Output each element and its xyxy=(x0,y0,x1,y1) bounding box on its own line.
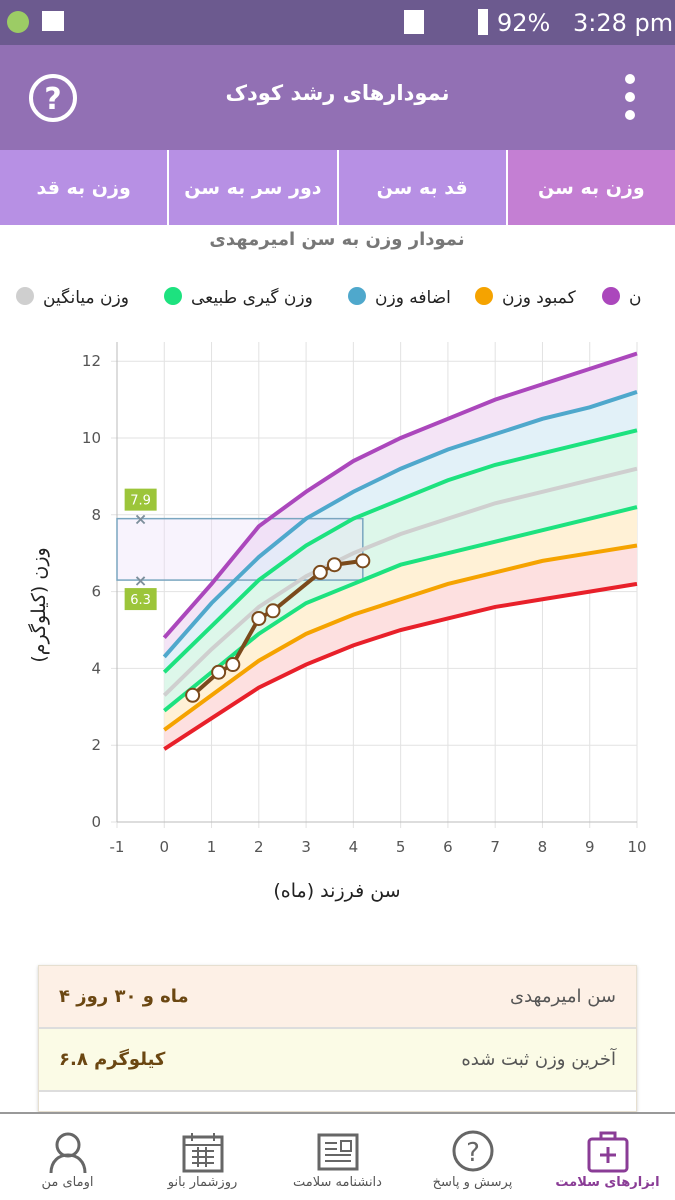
range-label: 7.9 xyxy=(130,494,151,509)
band xyxy=(164,468,638,711)
nav-item[interactable]: ابزارهای سلامت xyxy=(540,1114,675,1200)
time: 3:28 pm xyxy=(573,9,674,37)
tab[interactable]: دور سر به سن xyxy=(167,150,336,225)
legend-swatch xyxy=(602,287,620,305)
x-axis-label: سن فرزند (ماه) xyxy=(273,880,400,902)
tabs: وزن به سن قد به سن دور سر به سن وزن به ق… xyxy=(0,150,675,225)
point xyxy=(225,657,241,673)
legend-swatch xyxy=(348,287,366,305)
nav-item[interactable]: ? پرسش و پاسخ xyxy=(405,1114,540,1200)
line xyxy=(163,581,638,751)
x-tick-label: 5 xyxy=(396,838,406,856)
x-tick-label: -1 xyxy=(110,838,125,856)
y-tick-label: 2 xyxy=(91,736,101,754)
svg-text:?: ? xyxy=(44,82,61,117)
menu-button[interactable] xyxy=(620,73,640,123)
band xyxy=(164,353,638,657)
tab[interactable]: قد به سن xyxy=(336,150,506,225)
y-tick-label: 6 xyxy=(91,583,101,601)
line xyxy=(163,543,638,732)
info-label: آخرین وزن ثبت شده xyxy=(461,1049,616,1070)
tab[interactable]: وزن به سن xyxy=(505,150,675,225)
app-bar: ? نمودارهای رشد کودک xyxy=(0,45,675,150)
line xyxy=(162,466,638,697)
x-tick-label: 10 xyxy=(627,838,646,856)
band xyxy=(164,391,638,673)
battery: 92% xyxy=(497,9,551,37)
x-tick-label: 2 xyxy=(254,838,264,856)
nav-label: اومای من xyxy=(41,1175,94,1190)
help-button[interactable]: ? xyxy=(23,68,83,128)
x-tick-label: 3 xyxy=(301,838,311,856)
x-tick-label: 4 xyxy=(349,838,359,856)
y-tick-label: 8 xyxy=(91,506,101,524)
legend-label: وزن میانگین xyxy=(43,287,129,308)
nav-item[interactable]: اومای من xyxy=(0,1114,135,1200)
legend-label: وزن گیری طبیعی xyxy=(191,287,313,308)
legend-swatch xyxy=(16,287,34,305)
legend-swatch xyxy=(475,287,493,305)
point xyxy=(251,610,267,626)
x-tick-label: 7 xyxy=(490,838,500,856)
legend-label: اضافه وزن xyxy=(375,288,451,308)
point xyxy=(355,553,371,569)
line xyxy=(162,390,638,659)
range-label-bg xyxy=(124,488,157,511)
x-tick-label: 6 xyxy=(443,838,453,856)
status-icons xyxy=(7,9,488,35)
line xyxy=(162,351,638,640)
band xyxy=(164,507,638,730)
range-label: 6.3 xyxy=(130,593,151,608)
info-value: ۴ ماه و ۳۰ روز xyxy=(59,986,189,1007)
y-tick-label: 10 xyxy=(82,429,101,447)
nav-item[interactable]: دانشنامه سلامت xyxy=(270,1114,405,1200)
tab[interactable]: وزن به قد xyxy=(36,176,131,199)
y-tick-label: 4 xyxy=(91,659,101,677)
info-value: ۶.۸ کیلوگرم xyxy=(59,1049,166,1070)
point xyxy=(312,564,328,580)
point xyxy=(265,603,281,619)
y-tick-label: 12 xyxy=(82,352,101,370)
nav-item[interactable]: روزشمار بانو xyxy=(135,1114,270,1200)
nav-label: روزشمار بانو xyxy=(167,1175,238,1190)
band xyxy=(164,545,638,750)
legend-swatch xyxy=(164,287,182,305)
point xyxy=(211,664,227,680)
chart: نمودار وزن به سن امیرمهدی سن فرزند (ماه)… xyxy=(16,229,647,902)
info-card: سن امیرمهدی ۴ ماه و ۳۰ روز آخرین وزن ثبت … xyxy=(38,965,637,1112)
nav-label: پرسش و پاسخ xyxy=(432,1175,513,1190)
point xyxy=(326,557,342,573)
bottom-nav: ابزارهای سلامت ? پرسش و پاسخ دانشنامه سلا… xyxy=(0,1112,675,1200)
svg-text:?: ? xyxy=(466,1138,480,1168)
range-marker: × xyxy=(134,510,147,529)
nav-label: ابزارهای سلامت xyxy=(555,1175,660,1190)
status-bar: 92% 3:28 pm xyxy=(0,0,675,45)
x-tick-label: 1 xyxy=(207,838,217,856)
x-tick-label: 9 xyxy=(585,838,595,856)
info-row: سن امیرمهدی ۴ ماه و ۳۰ روز xyxy=(39,966,636,1029)
range-label-bg xyxy=(124,588,157,611)
info-label: سن امیرمهدی xyxy=(510,986,616,1007)
point xyxy=(185,687,201,703)
chart-title: نمودار وزن به سن امیرمهدی xyxy=(209,229,464,250)
nav-label: دانشنامه سلامت xyxy=(293,1175,382,1190)
line xyxy=(162,428,638,674)
app-title: نمودارهای رشد کودک xyxy=(225,81,450,105)
y-axis-label: وزن (کیلوگرم) xyxy=(27,547,50,662)
y-tick-label: 0 xyxy=(91,813,101,831)
legend-label: کمبود وزن xyxy=(502,288,577,308)
range-marker: × xyxy=(134,571,147,590)
x-tick-label: 0 xyxy=(159,838,169,856)
info-row: آخرین وزن ثبت شده ۶.۸ کیلوگرم xyxy=(39,1029,636,1092)
x-tick-label: 8 xyxy=(538,838,548,856)
legend-label: ن xyxy=(629,288,641,308)
